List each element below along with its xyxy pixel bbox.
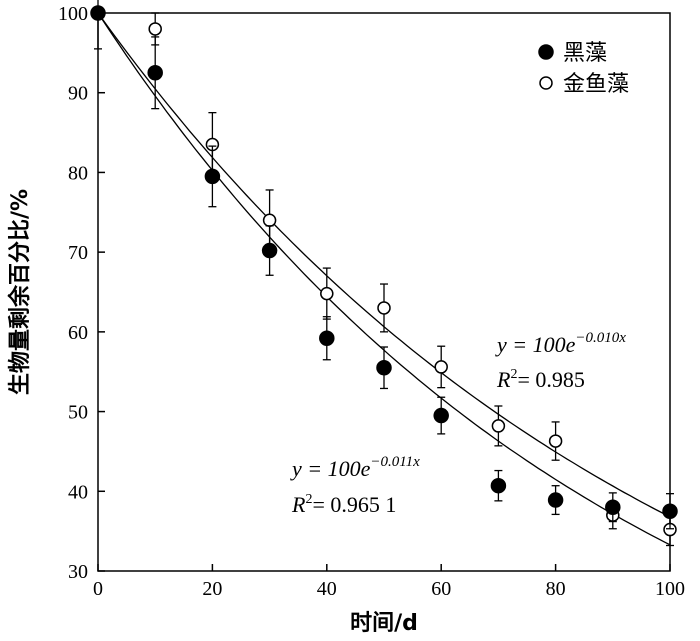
x-tick-label: 100 [655, 578, 685, 600]
x-tick-label: 0 [93, 578, 103, 600]
r2-label-heizao: R [291, 492, 306, 517]
legend: 黑藻 金鱼藻 [538, 41, 629, 97]
y-tick-label: 80 [68, 162, 88, 184]
data-point-jinyuzao [262, 213, 277, 228]
data-point-heizao [490, 477, 507, 494]
data-point-heizao [147, 65, 163, 81]
data-point-heizao [547, 492, 564, 508]
y-tick-label: 60 [68, 322, 88, 344]
x-tick-label: 20 [202, 578, 222, 600]
data-point-heizao [90, 5, 106, 21]
svg-text:y = 100e−0.010x: y = 100e−0.010x [495, 330, 626, 357]
data-point-jinyuzao [434, 360, 448, 374]
equation-exponent-heizao: −0.011x [370, 454, 420, 470]
y-tick-label: 30 [68, 561, 88, 583]
y-axis-title: 生物量剩余百分比/% [7, 189, 33, 395]
equation-exponent-jinyuzao: −0.010x [575, 330, 626, 346]
r2-value-heizao: = 0.965 1 [312, 492, 396, 517]
data-point-heizao [376, 359, 392, 376]
r2-label-jinyuzao: R [496, 367, 511, 392]
legend-label-jinyuzao: 金鱼藻 [563, 72, 629, 97]
x-axis-title: 时间/d [350, 611, 418, 636]
r2-value-jinyuzao: = 0.985 [517, 367, 584, 392]
legend-label-heizao: 黑藻 [563, 41, 607, 66]
x-tick-label: 80 [546, 578, 566, 600]
svg-text:R2= 0.985: R2= 0.985 [496, 367, 585, 392]
svg-text:R2= 0.965 1: R2= 0.965 1 [291, 492, 396, 517]
fit-equation-jinyuzao: y = 100e−0.010x R2= 0.985 [495, 330, 626, 392]
data-point-jinyuzao [320, 286, 334, 301]
y-tick-label: 90 [68, 83, 88, 105]
data-point-heizao [204, 168, 221, 185]
data-point-heizao [662, 503, 678, 519]
y-tick-label: 50 [68, 402, 88, 424]
data-point-heizao [319, 330, 335, 346]
equation-text-jinyuzao: y = 100e [495, 332, 576, 357]
fit-equation-heizao: y = 100e−0.011x R2= 0.965 1 [290, 454, 420, 517]
data-point-heizao [433, 407, 449, 424]
legend-marker-heizao [538, 44, 554, 60]
data-point-jinyuzao [377, 301, 391, 315]
y-tick-label: 70 [68, 242, 88, 264]
data-point-jinyuzao [548, 434, 563, 448]
x-tick-label: 40 [317, 578, 337, 600]
data-point-heizao [605, 499, 621, 515]
data-point-heizao [261, 242, 278, 259]
y-tick-label: 100 [58, 3, 88, 25]
plot-frame [97, 12, 671, 572]
data-point-jinyuzao [491, 419, 506, 433]
legend-marker-jinyuzao [539, 76, 553, 90]
equation-text-heizao: y = 100e [290, 456, 371, 481]
svg-text:y = 100e−0.011x: y = 100e−0.011x [290, 454, 420, 481]
data-point-jinyuzao [148, 22, 162, 36]
x-tick-label: 60 [431, 578, 451, 600]
y-tick-label: 40 [68, 481, 88, 503]
